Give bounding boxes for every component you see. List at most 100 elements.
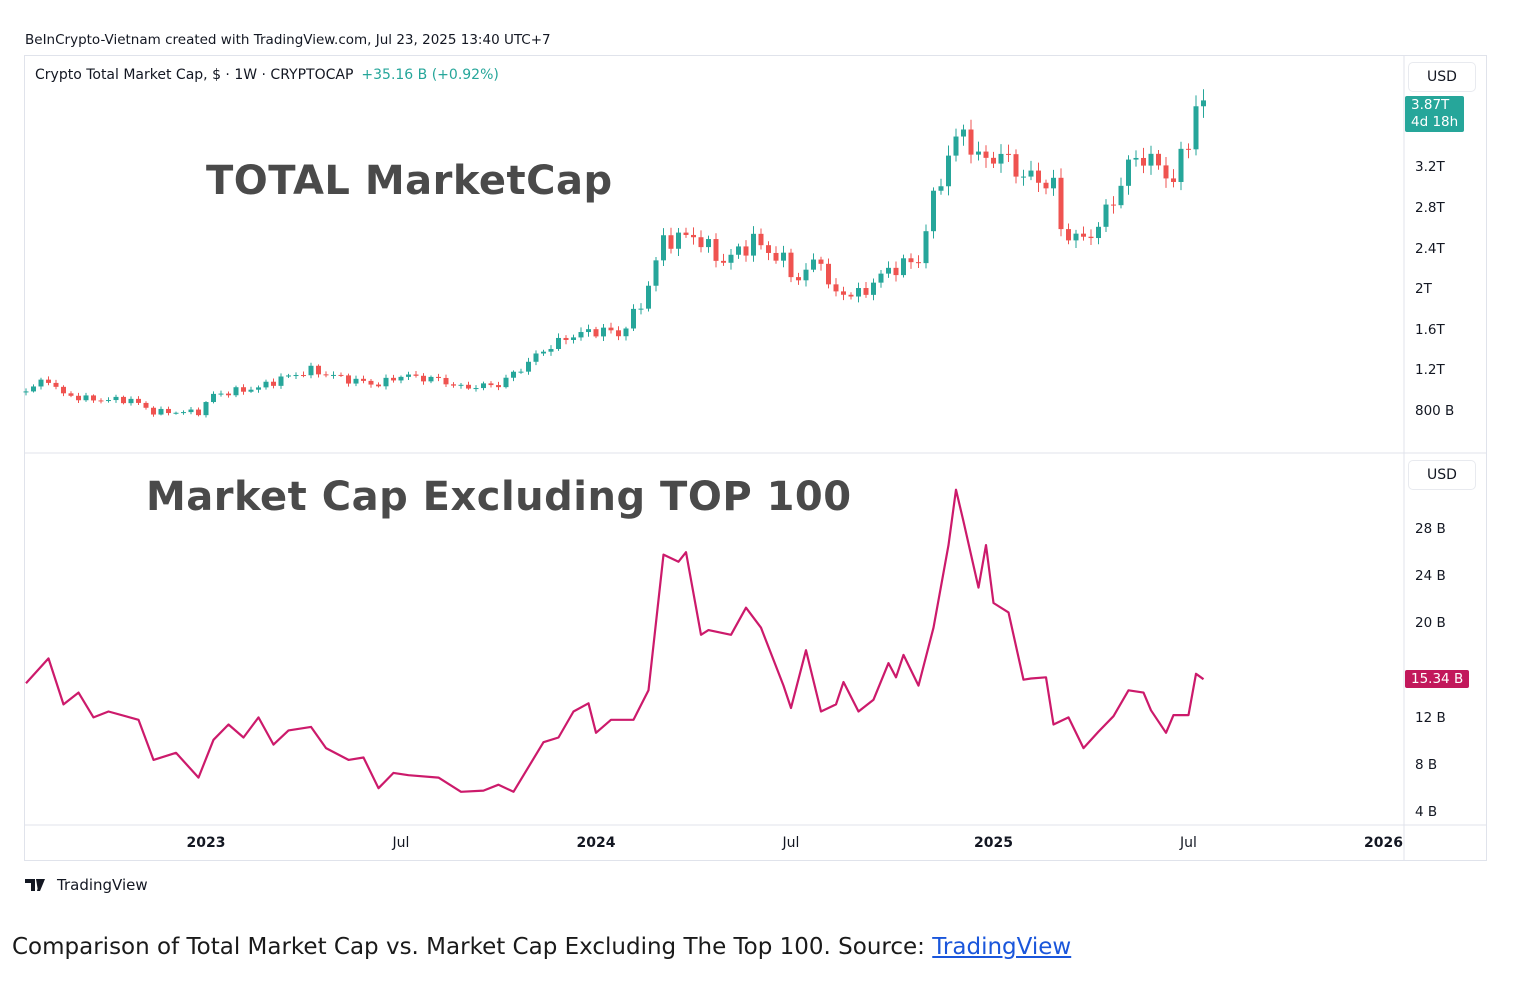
candle: [301, 375, 306, 377]
candle: [1036, 170, 1041, 183]
bottom-y-tick: 8 B: [1415, 756, 1438, 773]
candle: [983, 151, 989, 158]
candle: [691, 234, 696, 238]
candle: [818, 259, 824, 264]
candle: [706, 239, 711, 248]
x-tick: 2023: [186, 835, 226, 851]
candle: [766, 245, 771, 253]
top-y-tick: 800 B: [1415, 403, 1455, 419]
x-tick: 2025: [974, 835, 1013, 851]
candle: [721, 260, 726, 263]
series-legend[interactable]: Crypto Total Market Cap, $ · 1W · CRYPTO…: [35, 67, 499, 83]
candle: [331, 374, 336, 376]
candle: [113, 396, 119, 401]
candle: [631, 308, 636, 329]
candle: [173, 412, 179, 414]
figure-caption: Comparison of Total Market Cap vs. Marke…: [12, 934, 1071, 960]
candle: [68, 393, 74, 396]
candle: [308, 365, 314, 376]
x-tick: 2026: [1364, 835, 1403, 851]
candle: [758, 233, 764, 246]
bottom-y-tick: 28 B: [1415, 520, 1446, 537]
candle: [548, 348, 554, 352]
candle: [376, 384, 381, 387]
candle: [83, 395, 89, 401]
candle: [46, 379, 51, 383]
candle: [1156, 153, 1161, 166]
candle: [1081, 233, 1086, 237]
candle: [413, 374, 419, 376]
candle: [841, 291, 846, 295]
candle: [38, 379, 44, 387]
candle: [946, 155, 951, 187]
candle: [616, 330, 621, 337]
candle: [811, 259, 816, 270]
candle: [1013, 154, 1019, 177]
candle: [1201, 100, 1206, 107]
candle: [878, 273, 884, 283]
candle: [1058, 177, 1064, 230]
candle: [871, 282, 876, 295]
candle: [1028, 170, 1034, 177]
candle: [1171, 178, 1176, 182]
candle: [901, 258, 906, 276]
candle: [91, 395, 96, 401]
x-tick: Jul: [1180, 835, 1197, 851]
candle: [353, 378, 359, 384]
candle: [676, 232, 681, 249]
candle: [361, 378, 366, 381]
bottom-pane-title: Market Cap Excluding TOP 100: [146, 474, 852, 520]
candle: [856, 288, 861, 297]
candle: [781, 252, 786, 261]
candle: [961, 129, 966, 137]
bottom-y-tick: 12 B: [1415, 709, 1446, 726]
candle: [406, 374, 411, 377]
candle: [743, 246, 749, 256]
top-y-tick: 2T: [1415, 281, 1432, 298]
candle: [893, 267, 899, 276]
candle: [218, 393, 224, 395]
candle: [278, 376, 284, 386]
x-tick: 2024: [576, 835, 616, 851]
candle: [886, 267, 891, 274]
candle: [211, 393, 216, 403]
currency-button-bottom[interactable]: USD: [1408, 460, 1476, 490]
candle: [773, 252, 779, 261]
candle: [976, 151, 981, 155]
candle: [1096, 226, 1101, 239]
candle: [1088, 236, 1094, 239]
bar-countdown: 4d 18h: [1411, 114, 1459, 130]
candle: [1073, 233, 1079, 241]
candle: [1103, 204, 1109, 227]
candle: [443, 377, 449, 385]
candle: [713, 239, 719, 261]
top-y-tick: 2.4T: [1415, 240, 1445, 257]
last-value-tag: 15.34 B: [1405, 670, 1470, 688]
candle: [728, 254, 734, 263]
source-link[interactable]: TradingView: [932, 934, 1072, 960]
currency-button-top[interactable]: USD: [1408, 62, 1476, 92]
last-price-tag: 3.87T 4d 18h: [1405, 96, 1465, 132]
candle: [586, 329, 591, 333]
candle: [226, 393, 231, 396]
candles-series: [23, 89, 1206, 418]
candle: [968, 129, 974, 155]
candle: [916, 262, 921, 264]
candle: [1141, 157, 1146, 166]
candle: [458, 384, 464, 386]
candle: [923, 231, 929, 264]
candle: [511, 371, 516, 378]
candle: [826, 263, 831, 285]
candle: [391, 377, 396, 381]
candle: [451, 384, 456, 386]
tradingview-logo[interactable]: TradingView: [25, 876, 148, 894]
candle: [526, 361, 531, 372]
candle: [421, 375, 426, 382]
candle: [863, 288, 869, 295]
candle: [833, 284, 839, 292]
candle: [286, 375, 291, 377]
candle: [736, 246, 741, 255]
candle: [473, 388, 479, 390]
candle: [953, 136, 959, 156]
candle: [571, 337, 576, 340]
